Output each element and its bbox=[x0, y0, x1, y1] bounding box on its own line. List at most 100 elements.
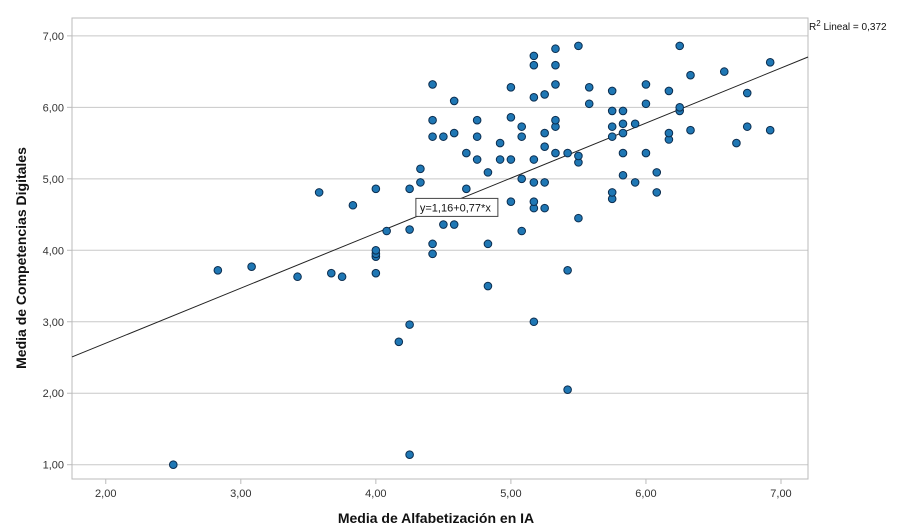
scatter-point bbox=[732, 138, 741, 148]
scatter-point bbox=[416, 164, 425, 174]
y-tick-label: 1,00 bbox=[43, 460, 64, 472]
y-tick-label: 7,00 bbox=[43, 31, 64, 43]
r2-label-sup: 2 bbox=[816, 19, 821, 28]
y-axis-title: Media de Competencias Digitales bbox=[13, 147, 29, 369]
scatter-point bbox=[551, 44, 560, 54]
r2-label-prefix: R bbox=[809, 22, 816, 33]
y-tick-labels: 1,00 2,00 3,00 4,00 5,00 6,00 7,00 bbox=[43, 31, 64, 472]
scatter-point bbox=[506, 197, 516, 206]
r2-label: R2 Lineal = 0,372 bbox=[809, 19, 887, 33]
scatter-point bbox=[618, 128, 628, 138]
y-tick-label: 4,00 bbox=[43, 245, 64, 257]
scatter-point bbox=[607, 122, 617, 131]
scatter-point bbox=[405, 184, 414, 194]
scatter-point bbox=[428, 249, 437, 259]
scatter-point bbox=[416, 178, 425, 187]
scatter-point bbox=[630, 119, 640, 129]
scatter-point bbox=[405, 225, 414, 234]
scatter-point bbox=[168, 460, 178, 470]
scatter-point bbox=[472, 115, 482, 125]
scatter-point bbox=[495, 138, 505, 148]
scatter-point bbox=[439, 220, 448, 229]
scatter-point bbox=[607, 132, 617, 141]
r2-label-rest: Lineal = 0,372 bbox=[821, 22, 887, 33]
scatter-point bbox=[563, 148, 572, 158]
scatter-point bbox=[517, 132, 527, 141]
y-tick-label: 6,00 bbox=[43, 102, 64, 114]
scatter-point bbox=[506, 155, 516, 164]
scatter-point bbox=[483, 281, 493, 291]
scatter-point bbox=[664, 86, 674, 96]
scatter-point bbox=[719, 67, 729, 76]
scatter-point bbox=[326, 268, 336, 278]
scatter-point bbox=[247, 262, 256, 272]
scatter-point bbox=[314, 188, 324, 197]
scatter-point bbox=[517, 174, 527, 184]
scatter-point bbox=[337, 272, 347, 282]
scatter-point bbox=[428, 239, 437, 249]
scatter-point bbox=[607, 86, 617, 96]
scatter-point bbox=[483, 239, 493, 249]
axis-layer bbox=[67, 17, 809, 484]
plot-frame bbox=[71, 17, 809, 480]
scatter-point bbox=[506, 113, 516, 122]
scatter-point bbox=[483, 168, 493, 177]
scatter-point bbox=[664, 128, 674, 138]
fit-equation-label: y=1,16+0,77*x bbox=[415, 197, 499, 217]
point-layer bbox=[168, 41, 775, 470]
scatter-point bbox=[563, 385, 572, 394]
scatter-point bbox=[618, 119, 628, 129]
scatter-point bbox=[641, 99, 651, 109]
fit-equation-box bbox=[415, 197, 499, 217]
scatter-point bbox=[742, 88, 752, 98]
scatter-point bbox=[462, 184, 471, 194]
scatter-point bbox=[652, 168, 662, 177]
scatter-point bbox=[742, 122, 752, 131]
scatter-point bbox=[371, 245, 381, 255]
y-tick-label: 5,00 bbox=[43, 174, 64, 186]
scatter-point bbox=[540, 178, 549, 187]
scatter-point bbox=[529, 178, 539, 187]
x-tick-label: 7,00 bbox=[770, 488, 791, 500]
x-axis-title: Media de Alfabetización en IA bbox=[338, 510, 534, 526]
x-tick-label: 6,00 bbox=[635, 488, 656, 500]
scatter-point bbox=[563, 265, 572, 275]
x-tick-label: 3,00 bbox=[230, 488, 251, 500]
scatter-point bbox=[213, 265, 223, 275]
scatter-point bbox=[765, 125, 775, 135]
scatter-point bbox=[405, 320, 414, 329]
scatter-point bbox=[449, 96, 459, 106]
scatter-point bbox=[574, 213, 583, 223]
scatter-point bbox=[517, 122, 527, 131]
scatter-point bbox=[551, 80, 560, 89]
scatter-point bbox=[675, 103, 685, 112]
scatter-point bbox=[449, 128, 459, 138]
scatter-point bbox=[686, 125, 695, 135]
scatter-point bbox=[630, 178, 640, 187]
scatter-point bbox=[428, 80, 437, 89]
scatter-point bbox=[641, 80, 651, 89]
scatter-point bbox=[529, 60, 539, 70]
scatter-point bbox=[540, 142, 549, 151]
scatter-point bbox=[618, 148, 628, 158]
scatter-point bbox=[517, 226, 527, 236]
scatter-point bbox=[439, 132, 448, 141]
y-tick-label: 3,00 bbox=[43, 317, 64, 329]
scatter-point bbox=[529, 317, 539, 327]
scatter-point bbox=[584, 99, 594, 109]
scatter-point bbox=[348, 200, 358, 210]
grid-layer bbox=[72, 35, 808, 466]
scatter-point bbox=[618, 170, 628, 180]
scatter-point bbox=[371, 184, 381, 194]
scatter-point bbox=[382, 226, 391, 236]
scatter-point bbox=[765, 58, 775, 67]
scatter-point bbox=[371, 268, 381, 278]
scatter-point bbox=[551, 60, 560, 70]
scatter-point bbox=[540, 203, 549, 213]
fit-equation-text: y=1,16+0,77*x bbox=[420, 202, 491, 214]
scatter-point bbox=[449, 220, 459, 229]
scatter-point bbox=[607, 106, 617, 116]
scatter-point bbox=[428, 115, 437, 125]
